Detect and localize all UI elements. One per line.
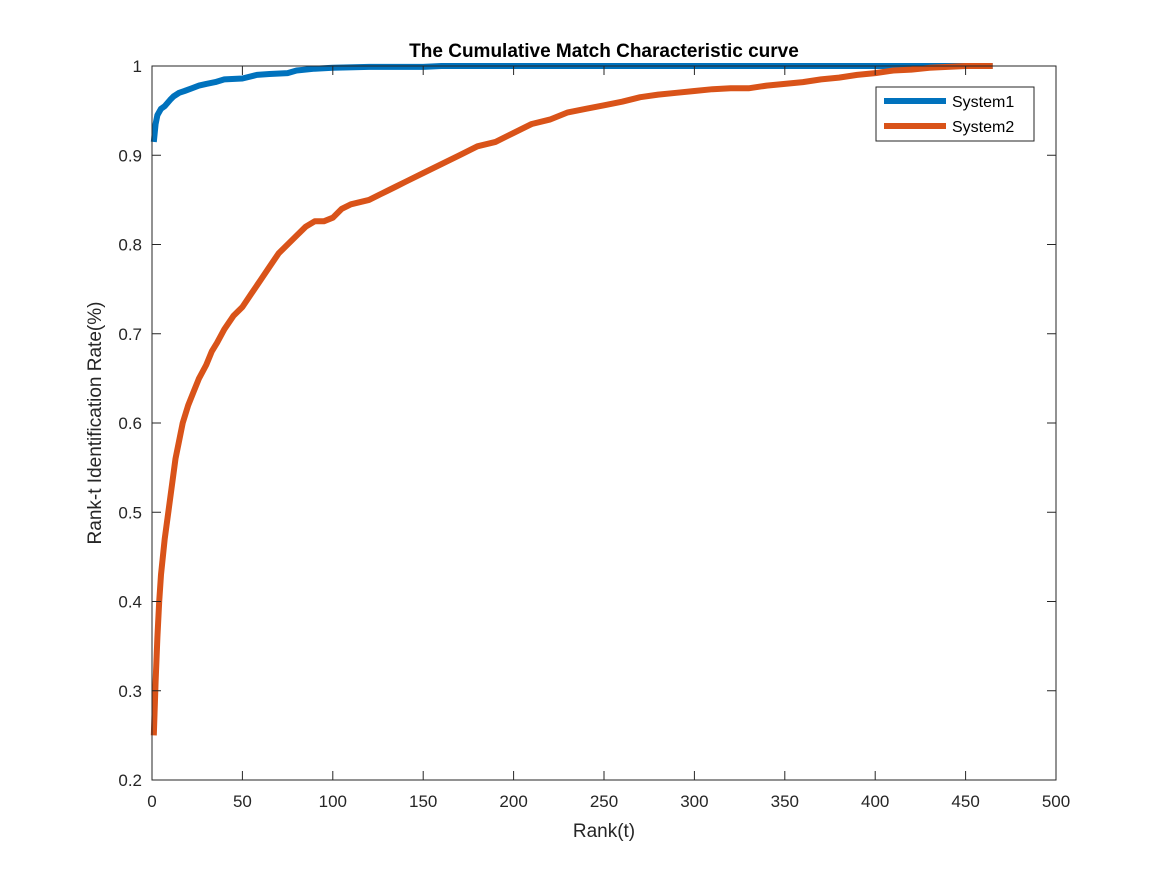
plot-area [152, 66, 1056, 780]
y-tick-label: 0.9 [118, 146, 142, 165]
y-tick-label: 0.6 [118, 414, 142, 433]
legend-label-system2: System2 [952, 119, 1014, 136]
chart-title: The Cumulative Match Characteristic curv… [409, 41, 799, 62]
x-tick-label: 350 [771, 792, 799, 811]
x-axis-label: Rank(t) [573, 821, 635, 842]
series-line-system2 [150, 63, 993, 736]
y-tick-label: 0.7 [118, 325, 142, 344]
legend: System1 System2 [875, 86, 1035, 142]
y-tick-label: 1 [133, 57, 142, 76]
y-tick-label: 0.5 [118, 503, 142, 522]
y-tick-label: 0.8 [118, 236, 142, 255]
x-tick-label: 100 [319, 792, 347, 811]
legend-box [875, 86, 1035, 142]
ticks-layer: 0 50 100 150 200 250 300 350 400 450 500 0.2 0.3 0.4 0… [118, 57, 1070, 811]
legend-label-system1: System1 [952, 94, 1014, 111]
x-tick-label: 50 [233, 792, 252, 811]
x-tick-label: 400 [861, 792, 889, 811]
y-axis-label: Rank-t Identification Rate(%) [85, 302, 106, 545]
x-tick-label: 450 [951, 792, 979, 811]
x-tick-label: 0 [147, 792, 156, 811]
x-tick-label: 200 [499, 792, 527, 811]
x-tick-label: 250 [590, 792, 618, 811]
y-tick-label: 0.3 [118, 682, 142, 701]
x-tick-label: 150 [409, 792, 437, 811]
x-tick-label: 500 [1042, 792, 1070, 811]
y-tick-label: 0.4 [118, 593, 142, 612]
x-tick-label: 300 [680, 792, 708, 811]
y-tick-label: 0.2 [118, 771, 142, 790]
